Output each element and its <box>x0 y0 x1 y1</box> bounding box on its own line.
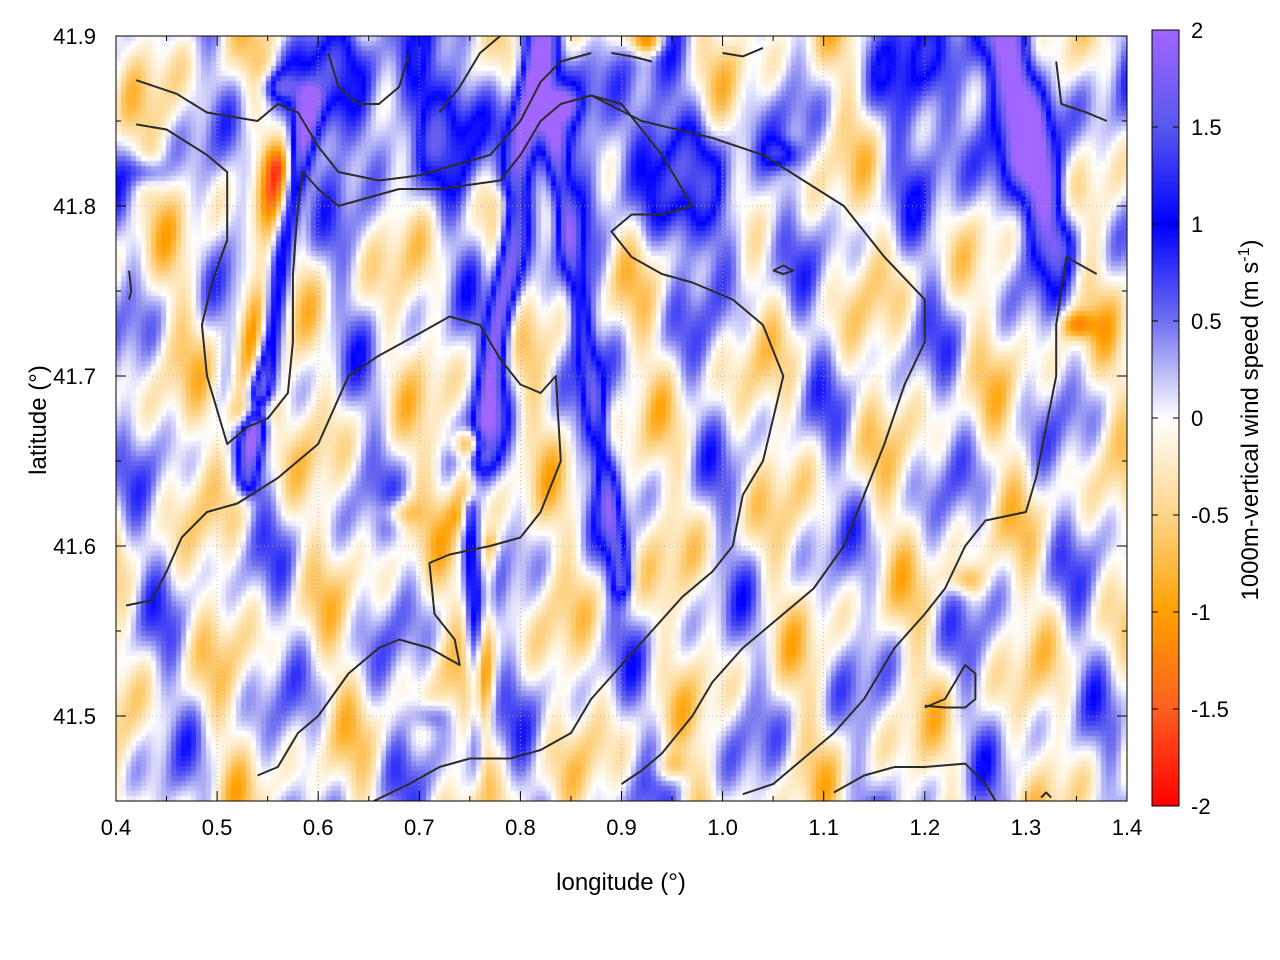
y-tick-label: 41.9 <box>53 24 96 49</box>
colorbar-tick-label: -1 <box>1191 600 1211 625</box>
x-tick-label: 0.7 <box>404 815 435 840</box>
colorbar-tick-label: -0.5 <box>1191 503 1229 528</box>
colorbar-title-main: 1000m-vertical wind speed (m s <box>1237 262 1264 601</box>
x-tick-label: 1.3 <box>1011 815 1042 840</box>
colorbar-tick-label: -1.5 <box>1191 697 1229 722</box>
contour-line <box>135 52 592 182</box>
colorbar-tick-label: -2 <box>1191 794 1211 819</box>
heatmap-layer <box>116 36 1127 801</box>
y-axis-ticks: 41.5 41.6 41.7 41.8 41.9 <box>53 24 1127 729</box>
contour-line <box>722 46 764 58</box>
x-tick-label: 1.4 <box>1112 815 1143 840</box>
y-tick-label: 41.6 <box>53 534 96 559</box>
x-axis-title: longitude (°) <box>556 869 686 896</box>
grid-lines <box>116 36 1127 801</box>
contour-line <box>125 315 562 777</box>
colorbar-tick-label: 1.5 <box>1191 115 1222 140</box>
contour-line <box>772 264 795 275</box>
x-tick-label: 1.2 <box>910 815 941 840</box>
contour-line <box>302 94 785 801</box>
contour-lines <box>125 36 1108 801</box>
y-tick-label: 41.8 <box>53 194 96 219</box>
contour-line <box>924 664 977 709</box>
colorbar-tick-label: 2 <box>1191 18 1203 43</box>
contour-line <box>1040 791 1052 799</box>
contour-line <box>611 52 653 63</box>
x-tick-label: 0.8 <box>505 815 536 840</box>
contour-line <box>136 123 304 445</box>
contour-line <box>590 94 926 785</box>
x-tick-label: 0.9 <box>606 815 637 840</box>
y-tick-label: 41.5 <box>53 704 96 729</box>
contour-line <box>742 256 1098 796</box>
colorbar-title-end: ) <box>1237 239 1264 247</box>
colorbar-tick-label: 0 <box>1191 406 1203 431</box>
colorbar-tick-label: 1 <box>1191 212 1203 237</box>
x-tick-label: 0.5 <box>202 815 233 840</box>
x-tick-label: 1.0 <box>707 815 738 840</box>
colorbar-title: 1000m-vertical wind speed (m s-1) <box>1236 239 1264 600</box>
contour-line <box>327 52 411 105</box>
x-tick-label: 0.4 <box>101 815 132 840</box>
contour-line <box>128 270 133 300</box>
x-tick-label: 0.6 <box>303 815 334 840</box>
contour-line <box>833 762 997 801</box>
x-axis-ticks: 0.4 0.5 0.6 0.7 0.8 0.9 1.0 1.1 1.2 1.3 1.4 <box>101 36 1143 840</box>
y-tick-label: 41.7 <box>53 364 96 389</box>
contour-line <box>1055 61 1108 122</box>
colorbar: 2 1.5 1 0.5 0 -0.5 -1 -1.5 -2 1000m-vertical win… <box>1151 18 1264 819</box>
colorbar-ticks: 2 1.5 1 0.5 0 -0.5 -1 -1.5 -2 <box>1152 18 1229 819</box>
y-axis-title: latitude (°) <box>25 365 52 475</box>
contour-line <box>438 36 501 114</box>
heatmap-canvas <box>116 36 1127 801</box>
x-tick-label: 1.1 <box>808 815 839 840</box>
colorbar-tick-label: 0.5 <box>1191 309 1222 334</box>
colorbar-title-superscript: -1 <box>1236 247 1253 261</box>
